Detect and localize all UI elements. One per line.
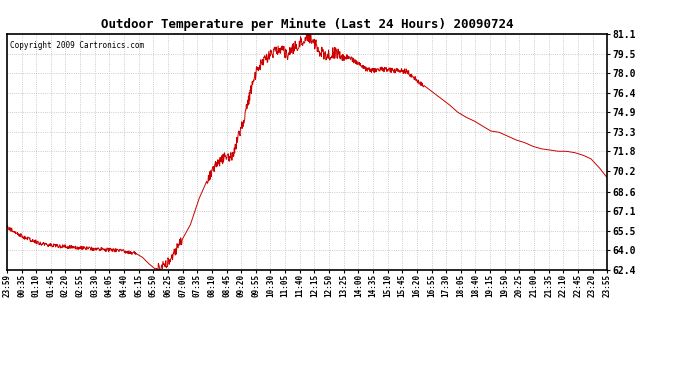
Title: Outdoor Temperature per Minute (Last 24 Hours) 20090724: Outdoor Temperature per Minute (Last 24 … — [101, 18, 513, 31]
Text: Copyright 2009 Cartronics.com: Copyright 2009 Cartronics.com — [10, 41, 144, 50]
